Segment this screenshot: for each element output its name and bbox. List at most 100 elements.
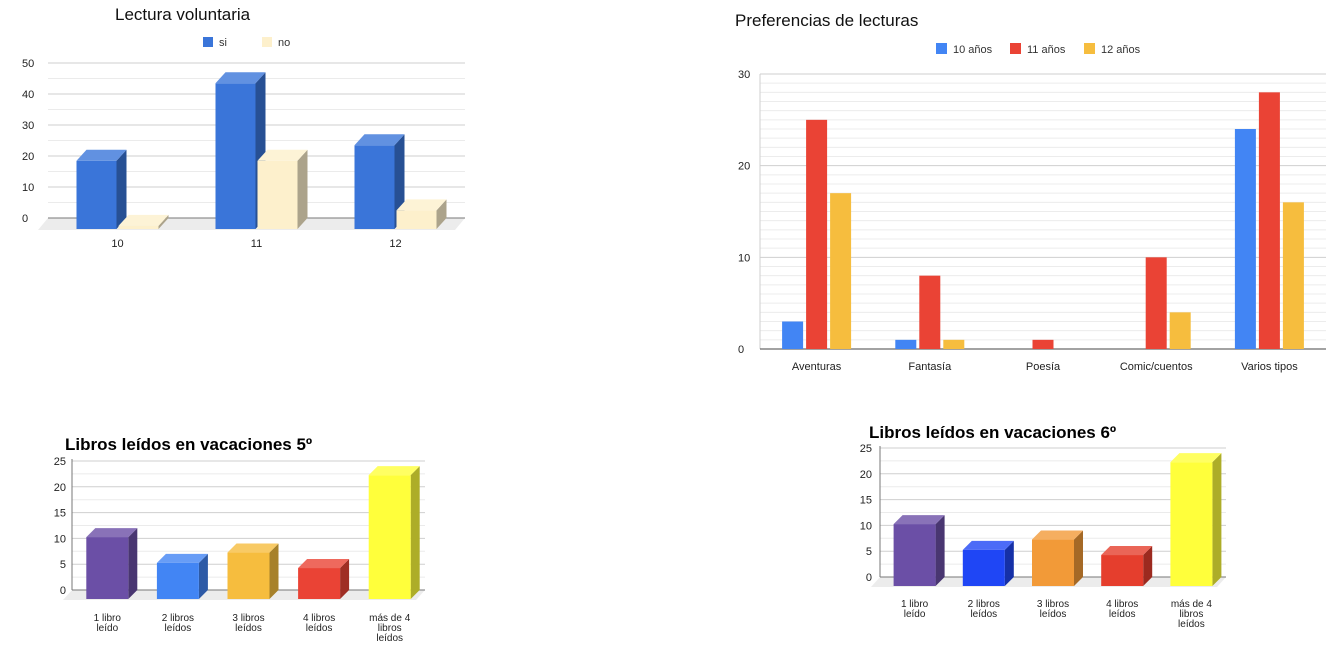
y-tick-label: 40 bbox=[22, 89, 34, 101]
bar bbox=[298, 559, 350, 599]
chart-title: Lectura voluntaria bbox=[115, 5, 251, 24]
x-tick-label: 2 libros leídos bbox=[162, 613, 194, 634]
bar-top bbox=[1170, 453, 1222, 463]
bar-top bbox=[1032, 530, 1083, 540]
bar-front bbox=[86, 537, 129, 599]
bar-side bbox=[1004, 540, 1014, 586]
bar-top bbox=[156, 553, 208, 563]
chart-title: Libros leídos en vacaciones 5º bbox=[65, 435, 312, 454]
bar bbox=[215, 72, 266, 229]
bar-side bbox=[158, 214, 169, 229]
chart-title: Libros leídos en vacaciones 6º bbox=[869, 423, 1116, 442]
legend-item: 12 años bbox=[1084, 43, 1141, 56]
y-tick-label: 10 bbox=[738, 252, 750, 264]
y-tick-label: 0 bbox=[866, 572, 872, 584]
bar-side bbox=[269, 543, 279, 599]
y-tick-label: 30 bbox=[738, 69, 750, 81]
bar-front bbox=[962, 549, 1005, 586]
bar-side bbox=[935, 515, 945, 586]
x-tick-label: 10 bbox=[111, 238, 123, 250]
bar-front bbox=[298, 568, 341, 599]
x-tick-label: 2 libros leídos bbox=[968, 599, 1000, 620]
bar bbox=[919, 275, 941, 349]
y-tick-label: 10 bbox=[54, 533, 66, 545]
x-tick-label: Comic/cuentos bbox=[1120, 361, 1193, 373]
y-tick-label: 15 bbox=[860, 495, 872, 507]
bar bbox=[806, 119, 828, 349]
bar-front bbox=[156, 562, 199, 599]
legend-swatch bbox=[936, 43, 947, 54]
legend-item: 10 años bbox=[936, 43, 993, 56]
bar-side bbox=[116, 149, 127, 229]
bar-top bbox=[354, 134, 405, 146]
legend-label: 11 años bbox=[1027, 44, 1066, 56]
x-tick-label: 12 bbox=[389, 238, 401, 250]
y-tick-label: 30 bbox=[22, 120, 34, 132]
x-tick-label: Poesía bbox=[1026, 361, 1061, 373]
bar-top bbox=[227, 543, 279, 553]
bar-side bbox=[128, 528, 138, 599]
bar-top bbox=[368, 466, 420, 476]
y-tick-label: 25 bbox=[860, 443, 872, 455]
legend-swatch bbox=[203, 37, 213, 47]
bar-side bbox=[340, 559, 350, 599]
chart-3: Libros leídos en vacaciones 5º 25 20 15 10 5 0… bbox=[54, 435, 425, 644]
bar bbox=[156, 553, 208, 599]
legend-swatch bbox=[1084, 43, 1095, 54]
y-tick-label: 20 bbox=[738, 161, 750, 173]
bar-top bbox=[257, 149, 308, 161]
x-tick-label: 1 libro leído bbox=[901, 599, 929, 620]
legend-swatch bbox=[262, 37, 272, 47]
bar-side bbox=[297, 149, 308, 229]
bar-front bbox=[118, 225, 159, 229]
bar-top bbox=[86, 528, 138, 538]
bar bbox=[76, 149, 127, 229]
bar bbox=[1170, 453, 1222, 586]
y-tick-label: 10 bbox=[860, 520, 872, 532]
legend-label: 10 años bbox=[953, 44, 993, 56]
bar-front bbox=[354, 145, 395, 229]
x-tick-label: 4 libros leídos bbox=[303, 613, 335, 634]
bar-front bbox=[1170, 462, 1213, 586]
x-tick-label: 3 libros leídos bbox=[1037, 599, 1069, 620]
x-tick-label: más de 4 libros leídos bbox=[1171, 599, 1213, 630]
bar bbox=[893, 515, 945, 586]
bar bbox=[1101, 546, 1153, 586]
y-tick-label: 20 bbox=[54, 482, 66, 494]
bar-front bbox=[215, 83, 256, 229]
bar bbox=[227, 543, 279, 599]
x-tick-label: 3 libros leídos bbox=[232, 613, 264, 634]
y-tick-label: 20 bbox=[22, 151, 34, 163]
bar-side bbox=[1074, 530, 1083, 586]
y-tick-label: 25 bbox=[54, 456, 66, 468]
x-tick-label: 1 libro leído bbox=[94, 613, 122, 634]
bar bbox=[86, 528, 138, 599]
bar-front bbox=[1101, 555, 1144, 586]
bar-front bbox=[893, 524, 936, 586]
bar bbox=[1032, 530, 1083, 586]
y-tick-label: 0 bbox=[738, 344, 744, 356]
bar-side bbox=[1143, 546, 1153, 586]
bar-side bbox=[436, 199, 447, 229]
bar-side bbox=[198, 553, 208, 599]
bar-front bbox=[76, 160, 117, 229]
bar-top bbox=[962, 540, 1014, 550]
bar-side bbox=[1212, 453, 1222, 586]
chart-title: Preferencias de lecturas bbox=[735, 11, 918, 30]
bar bbox=[1234, 129, 1256, 349]
legend-label: no bbox=[278, 37, 290, 49]
bar bbox=[368, 466, 420, 599]
bar bbox=[962, 540, 1014, 586]
bar-top bbox=[298, 559, 350, 569]
bar-front bbox=[396, 210, 437, 229]
x-tick-label: Fantasía bbox=[908, 361, 952, 373]
bar-top bbox=[893, 515, 945, 525]
bar bbox=[396, 199, 447, 229]
y-tick-label: 10 bbox=[22, 182, 34, 194]
y-tick-label: 15 bbox=[54, 508, 66, 520]
bar-top bbox=[1101, 546, 1153, 556]
bar-top bbox=[76, 149, 127, 161]
y-tick-label: 50 bbox=[22, 58, 34, 70]
